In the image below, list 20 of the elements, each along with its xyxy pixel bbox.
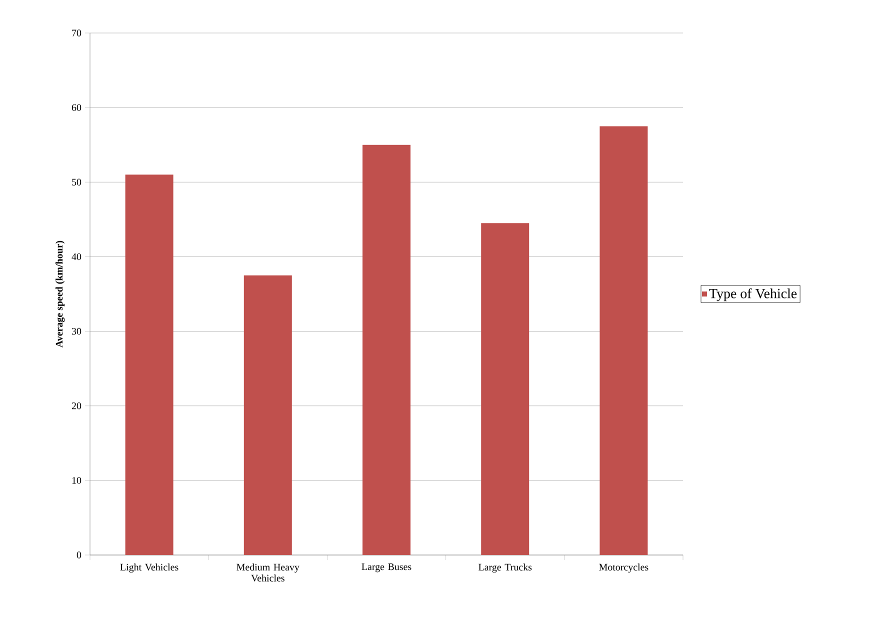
bar [125,174,174,555]
legend-label: Type of Vehicle [709,288,797,302]
y-tick-label: 10 [72,477,82,484]
y-tick-label: 60 [72,104,82,111]
y-axis-title: Average speed (km/hour) [56,240,65,348]
x-tick-label: Light Vehicles [120,564,178,573]
y-tick-label: 50 [72,178,82,186]
x-tick-label: Medium Heavy Vehicles [236,564,300,582]
bar [362,144,411,555]
bar [244,275,292,555]
y-tick-label: 0 [76,552,82,558]
x-tick-label: Motorcycles [599,564,648,573]
y-tick-label: 30 [72,328,82,335]
y-tick-label: 70 [72,30,82,36]
x-tick-label: Large Buses [362,564,412,572]
bar [481,223,530,555]
y-tick-label: 40 [72,253,82,260]
bar [600,126,648,555]
y-tick-label: 20 [72,402,82,410]
x-tick-label: Large Trucks [478,564,532,573]
